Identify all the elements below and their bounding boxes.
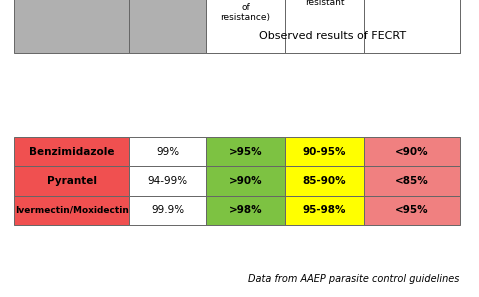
- FancyBboxPatch shape: [364, 166, 460, 195]
- Text: 99%: 99%: [156, 147, 179, 157]
- FancyBboxPatch shape: [14, 166, 129, 195]
- FancyBboxPatch shape: [285, 137, 364, 166]
- Text: Ivermectin/Moxidectin: Ivermectin/Moxidectin: [15, 206, 129, 215]
- Text: Benzimidazole: Benzimidazole: [29, 147, 114, 157]
- Text: 90-95%: 90-95%: [303, 147, 346, 157]
- Text: >95%: >95%: [228, 147, 262, 157]
- FancyBboxPatch shape: [364, 137, 460, 166]
- FancyBboxPatch shape: [129, 0, 206, 53]
- Text: Pyrantel: Pyrantel: [47, 176, 97, 186]
- Text: 94-99%: 94-99%: [148, 176, 188, 186]
- FancyBboxPatch shape: [206, 195, 285, 225]
- Text: Observed results of FECRT: Observed results of FECRT: [259, 31, 407, 41]
- FancyBboxPatch shape: [14, 195, 129, 225]
- Text: Susceptible
(no
evidence
of
resistance): Susceptible (no evidence of resistance): [219, 0, 272, 22]
- FancyBboxPatch shape: [364, 0, 460, 53]
- Text: <90%: <90%: [395, 147, 429, 157]
- Text: >98%: >98%: [228, 205, 262, 215]
- FancyBboxPatch shape: [14, 0, 129, 53]
- FancyBboxPatch shape: [129, 137, 206, 166]
- FancyBboxPatch shape: [364, 195, 460, 225]
- FancyBboxPatch shape: [285, 195, 364, 225]
- Text: 99.9%: 99.9%: [151, 205, 184, 215]
- Text: Suspected
resistant: Suspected resistant: [301, 0, 348, 7]
- FancyBboxPatch shape: [206, 0, 285, 53]
- Text: <85%: <85%: [395, 176, 429, 186]
- FancyBboxPatch shape: [129, 195, 206, 225]
- Text: >90%: >90%: [228, 176, 262, 186]
- Text: 85-90%: 85-90%: [303, 176, 346, 186]
- FancyBboxPatch shape: [285, 166, 364, 195]
- FancyBboxPatch shape: [206, 166, 285, 195]
- FancyBboxPatch shape: [206, 19, 460, 53]
- Text: 95-98%: 95-98%: [303, 205, 346, 215]
- Text: Data from AAEP parasite control guidelines: Data from AAEP parasite control guidelin…: [249, 274, 460, 284]
- FancyBboxPatch shape: [285, 0, 364, 53]
- FancyBboxPatch shape: [129, 166, 206, 195]
- FancyBboxPatch shape: [14, 137, 129, 166]
- FancyBboxPatch shape: [206, 137, 285, 166]
- Text: Resistant: Resistant: [391, 0, 433, 1]
- Text: <95%: <95%: [395, 205, 429, 215]
